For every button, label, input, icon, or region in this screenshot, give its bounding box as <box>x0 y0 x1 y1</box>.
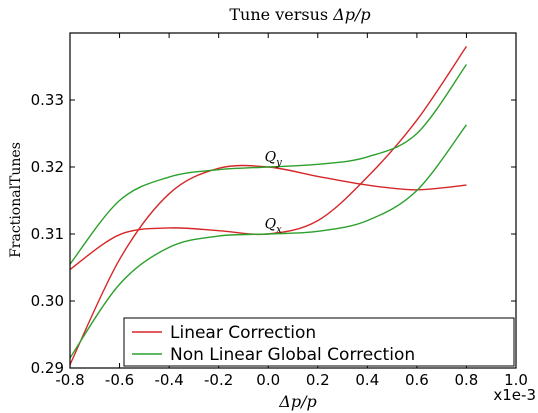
chart-title-plain: Tune versus <box>229 5 333 24</box>
x-tick-label: -0.8 <box>55 371 84 389</box>
x-tick-label: -0.2 <box>204 371 233 389</box>
series-lines <box>69 46 468 365</box>
chart-title-math: Δp/p <box>332 5 370 24</box>
legend-label-nonlinear: Non Linear Global Correction <box>170 345 415 365</box>
annotation-label: Qx <box>265 217 282 236</box>
x-tick-label: -0.6 <box>105 371 134 389</box>
x-tick-label: 0.2 <box>306 371 330 389</box>
y-axis-label: FractionalTunes <box>8 142 24 258</box>
x-tick-label: 1.0 <box>504 371 528 389</box>
y-tick-label: 0.33 <box>31 91 64 109</box>
x-tick-label: 0.4 <box>355 371 379 389</box>
legend: Linear Correction Non Linear Global Corr… <box>123 317 515 367</box>
x-axis-label: Δp/p <box>278 392 316 411</box>
x-axis-multiplier: x1e-3 <box>493 386 536 404</box>
y-tick-label: 0.32 <box>31 158 64 176</box>
y-tick-label: 0.29 <box>31 359 64 377</box>
y-tick-label: 0.31 <box>31 225 64 243</box>
x-tick-label: 0.8 <box>455 371 479 389</box>
x-tick-label: 0.0 <box>256 371 280 389</box>
legend-box <box>123 317 515 367</box>
legend-label-linear: Linear Correction <box>170 323 316 343</box>
chart-title: Tune versus Δp/p <box>229 5 370 24</box>
series-line-2 <box>69 64 468 265</box>
x-tick-label: 0.6 <box>405 371 429 389</box>
series-line-3 <box>69 124 467 359</box>
series-line-0 <box>69 164 467 365</box>
axis-ticks: -0.8 -0.6 -0.4 -0.2 0.0 0.2 0.4 0.6 0.8 1.0 0.29 0.… <box>31 33 528 389</box>
annotation-label: Qy <box>265 150 282 169</box>
x-tick-label: -0.4 <box>154 371 183 389</box>
plot-frame <box>69 32 517 369</box>
y-tick-label: 0.30 <box>31 292 64 310</box>
annotations: Qy Qx <box>265 150 282 236</box>
